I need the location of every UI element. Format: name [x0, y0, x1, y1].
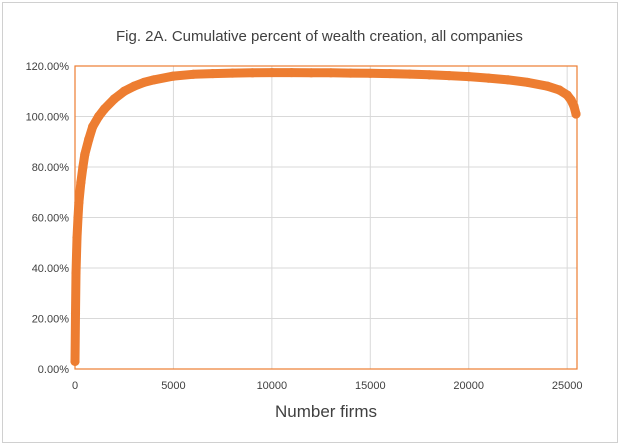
data-point	[74, 197, 84, 207]
data-point	[227, 68, 238, 78]
data-point	[208, 68, 218, 79]
y-tick-label: 100.00%	[26, 112, 70, 124]
y-tick-label: 80.00%	[32, 162, 70, 174]
y-tick-label: 0.00%	[38, 364, 69, 376]
x-tick-label: 25000	[552, 380, 583, 392]
data-point	[346, 68, 356, 78]
data-point	[483, 73, 494, 83]
data-point	[70, 308, 81, 319]
data-point	[73, 212, 83, 223]
data-point	[542, 81, 553, 91]
data-point	[129, 81, 139, 91]
x-tick-label: 20000	[453, 380, 484, 392]
data-point	[306, 68, 316, 78]
data-point	[571, 109, 581, 119]
x-axis-ticks: 0 5000 10000 15000 20000 25000	[72, 380, 583, 392]
data-point	[286, 67, 297, 78]
x-tick-label: 0	[72, 380, 78, 392]
chart-title: Fig. 2A. Cumulative percent of wealth cr…	[116, 28, 523, 45]
data-point	[569, 101, 579, 111]
data-point	[119, 86, 129, 96]
gridlines	[75, 65, 577, 370]
y-tick-label: 20.00%	[32, 314, 70, 326]
data-point	[94, 111, 104, 122]
y-tick-label: 60.00%	[32, 213, 70, 225]
y-tick-label: 120.00%	[26, 61, 70, 73]
x-tick-label: 5000	[161, 380, 185, 392]
data-point	[168, 71, 179, 81]
data-point	[444, 70, 454, 81]
data-point	[503, 75, 513, 85]
data-point	[554, 85, 564, 95]
data-point	[365, 68, 375, 78]
data-point	[88, 122, 98, 132]
data-point	[149, 75, 159, 85]
data-series	[70, 67, 581, 367]
data-point	[139, 77, 149, 88]
data-point	[99, 104, 110, 114]
chart-svg: Fig. 2A. Cumulative percent of wealth cr…	[26, 28, 583, 421]
data-point	[72, 233, 82, 243]
x-tick-label: 10000	[257, 380, 288, 392]
x-axis-label: Number firms	[275, 402, 377, 421]
data-point	[405, 69, 415, 79]
chart-frame: Fig. 2A. Cumulative percent of wealth cr…	[2, 2, 618, 443]
data-point	[188, 69, 198, 79]
data-point	[84, 134, 94, 144]
x-tick-label: 15000	[355, 380, 386, 392]
data-point	[78, 162, 88, 172]
data-point	[71, 268, 81, 278]
data-point	[70, 356, 80, 367]
data-point	[267, 67, 277, 78]
data-point	[424, 70, 434, 80]
data-point	[80, 149, 90, 159]
data-point	[76, 177, 86, 187]
data-point	[385, 68, 395, 79]
data-point	[464, 72, 474, 82]
data-point	[247, 68, 257, 78]
data-point	[326, 68, 336, 78]
data-point	[523, 77, 533, 88]
y-tick-label: 40.00%	[32, 263, 70, 275]
y-axis-ticks: 0.00% 20.00% 40.00% 60.00% 80.00% 100.00% 120.…	[26, 61, 70, 376]
data-point	[109, 94, 119, 104]
